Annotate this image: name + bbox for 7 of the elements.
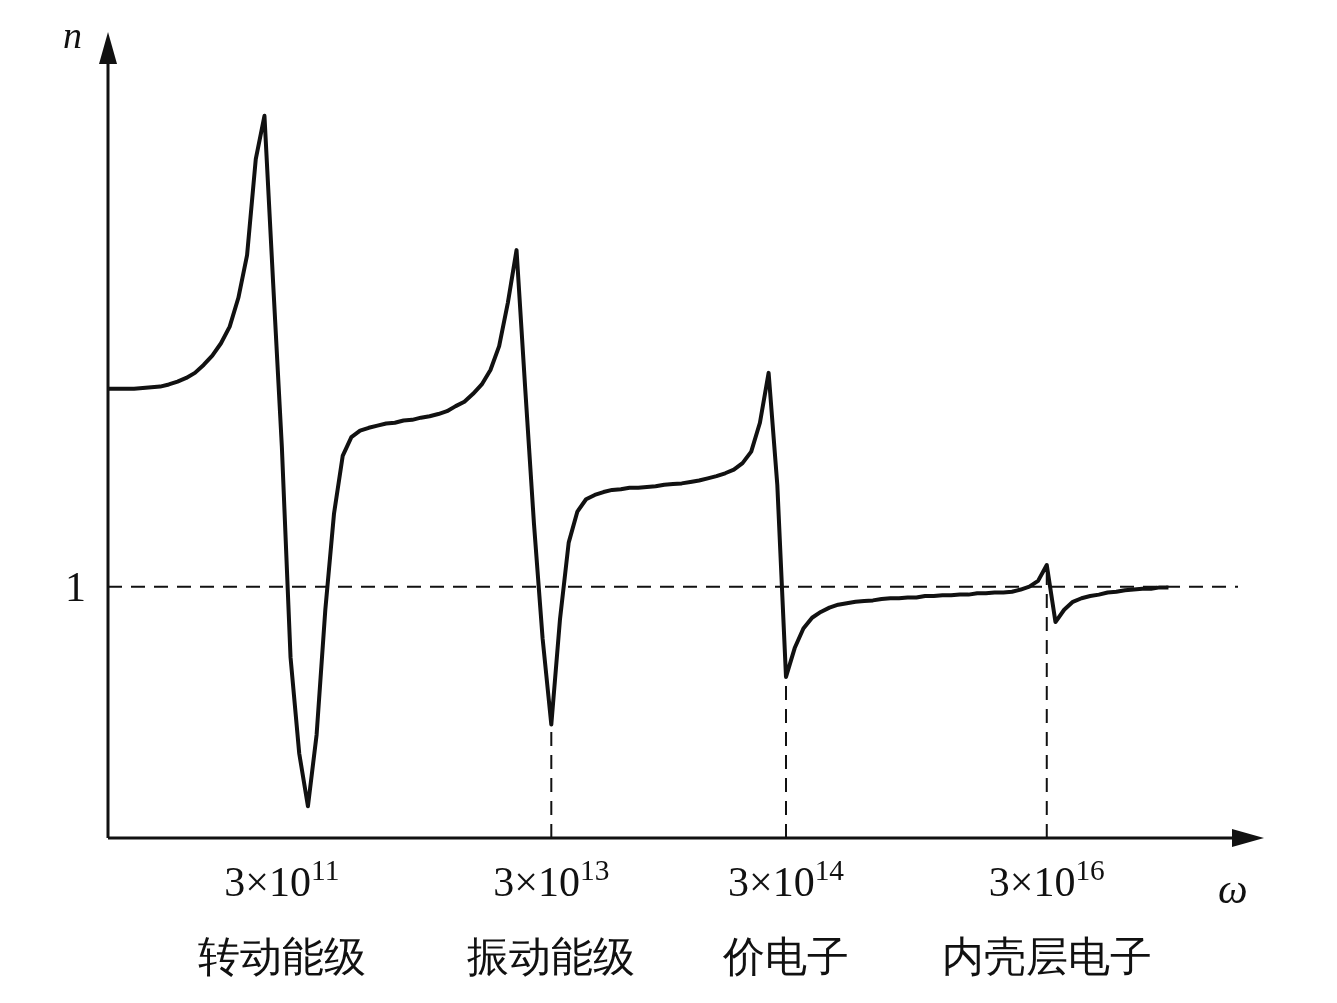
y-axis-title: n [63,14,82,56]
category-label: 3×10$^{13}$ 振动能级 [467,854,636,980]
category-label: 3×10$^{11}$ 转动能级 [197,854,366,980]
category-label: 3×10$^{16}$ 内壳层电子 [941,854,1152,980]
text: 1 [65,563,86,610]
category-label: 3×10$^{14}$ 价电子 [723,854,849,980]
x-axis-title: ω [1218,866,1248,912]
